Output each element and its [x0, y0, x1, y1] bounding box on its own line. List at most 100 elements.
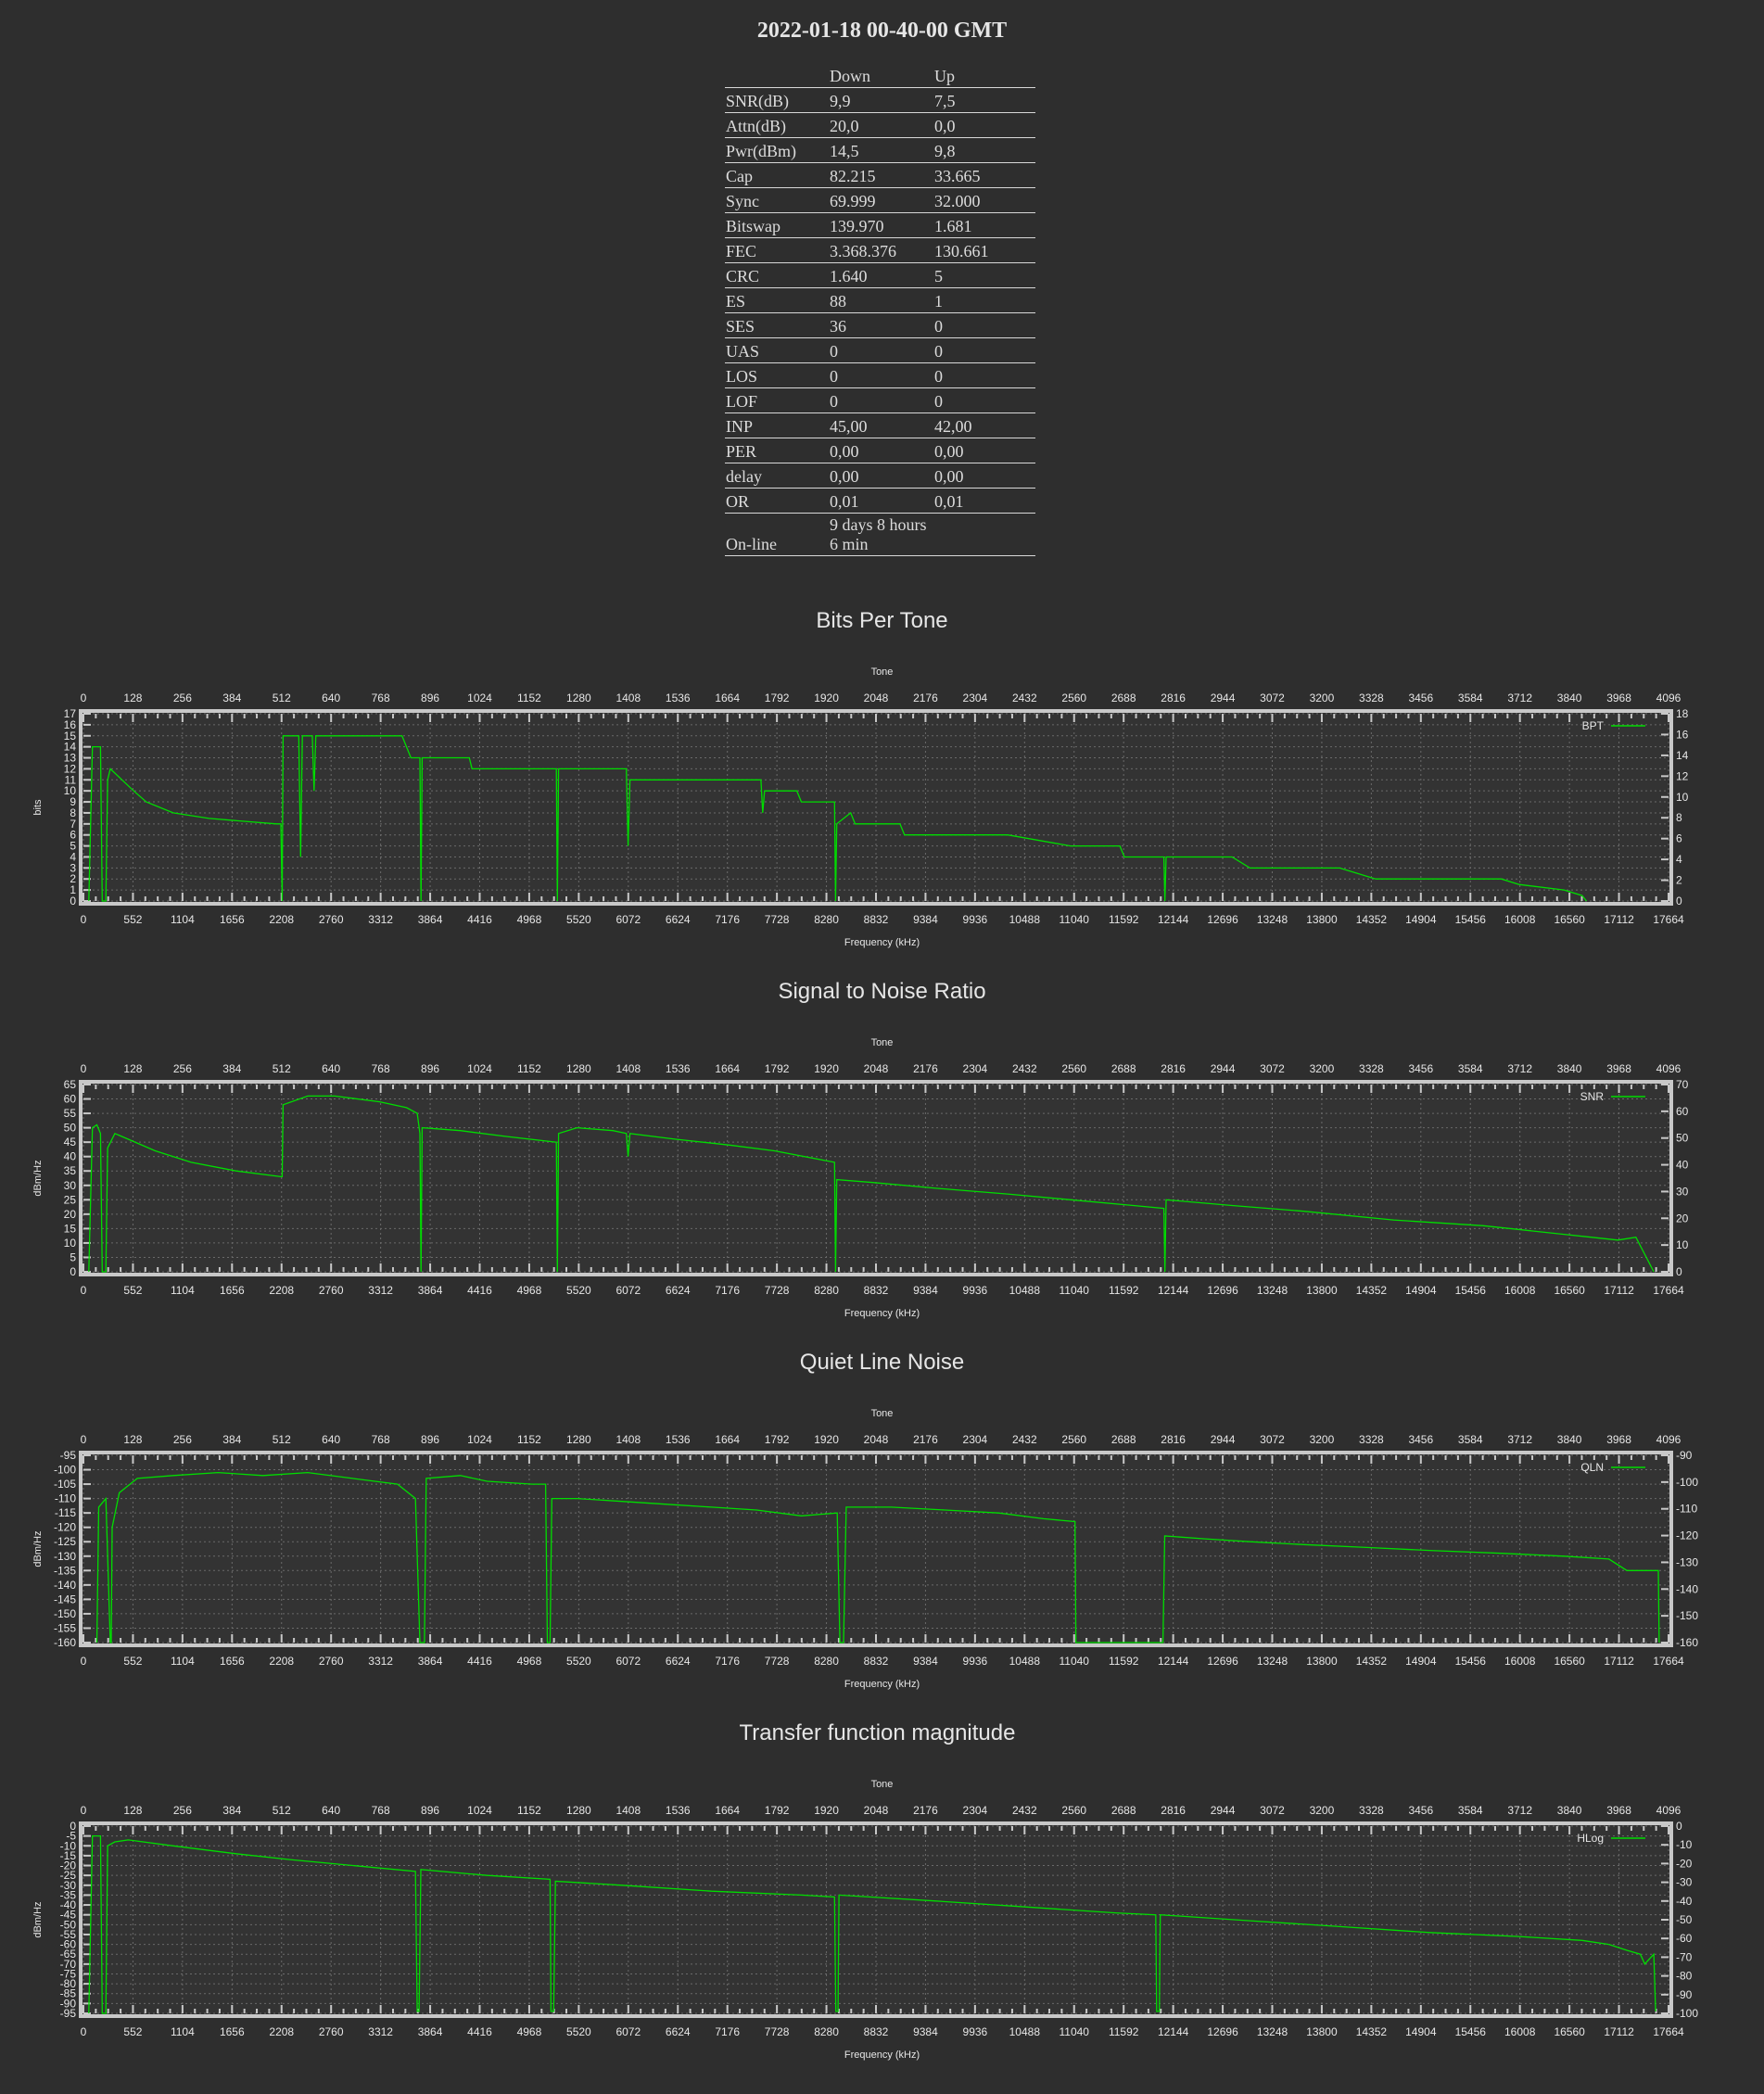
stats-header-down: Down	[829, 63, 933, 88]
x2-tick-label: 1792	[765, 1804, 790, 1817]
x2-tick-label: 3072	[1260, 692, 1285, 704]
y2-tick-label: -70	[1676, 1950, 1693, 1963]
x-tick-label: 17112	[1604, 2025, 1634, 2038]
x-tick-label: 11592	[1109, 1655, 1139, 1668]
x2-tick-label: 2048	[864, 692, 889, 704]
x2-tick-label: 1152	[517, 692, 541, 704]
x-tick-label: 11040	[1060, 913, 1090, 926]
y2-tick-label: -110	[1676, 1503, 1697, 1516]
stats-down-value: 0	[829, 387, 933, 413]
y-tick-label: 35	[64, 1164, 77, 1177]
stats-label: Pwr(dBm)	[725, 137, 829, 163]
x2-tick-label: 3072	[1260, 1062, 1285, 1075]
x2-tick-label: 1792	[765, 1062, 790, 1075]
x-tick-label: 17112	[1604, 1655, 1634, 1668]
y2-tick-label: -120	[1676, 1529, 1698, 1542]
y-tick-label: 10	[64, 784, 77, 797]
legend-label: HLog	[1577, 1832, 1604, 1845]
x-tick-label: 11040	[1060, 1655, 1090, 1668]
y-tick-label: -10	[60, 1839, 77, 1852]
x2-tick-label: 0	[81, 1062, 87, 1075]
y-tick-label: 9	[70, 795, 76, 808]
stats-label: LOF	[725, 387, 829, 413]
x-tick-label: 10488	[1009, 1284, 1041, 1297]
x2-tick-label: 1408	[615, 692, 641, 704]
x-tick-label: 2760	[319, 1655, 344, 1668]
x-tick-label: 16560	[1554, 2025, 1585, 2038]
x2-tick-label: 512	[273, 1804, 291, 1817]
x2-tick-label: 896	[421, 1804, 439, 1817]
y2-tick-label: 6	[1676, 832, 1682, 845]
x2-tick-label: 3200	[1310, 1062, 1335, 1075]
x-tick-label: 17664	[1653, 1655, 1684, 1668]
y-tick-label: 5	[70, 1250, 76, 1263]
y-axis-label: dBm/Hz	[32, 1530, 44, 1567]
y2-tick-label: -160	[1676, 1636, 1698, 1649]
x-tick-label: 1104	[171, 2025, 195, 2038]
y2-tick-label: -50	[1676, 1913, 1693, 1926]
x2-tick-label: 0	[81, 1804, 87, 1817]
x-tick-label: 17664	[1653, 2025, 1684, 2038]
y2-tick-label: -150	[1676, 1609, 1698, 1622]
y-tick-label: 25	[64, 1193, 77, 1206]
x2-tick-label: 1920	[814, 1062, 839, 1075]
x2-tick-label: 768	[372, 692, 390, 704]
series-line-hlog	[88, 1834, 1656, 2014]
stats-label: OR	[725, 488, 829, 514]
stats-label: CRC	[725, 262, 829, 288]
x2-tick-label: 1024	[467, 692, 492, 704]
x-tick-label: 12696	[1207, 1284, 1238, 1297]
y2-tick-label: -40	[1676, 1895, 1693, 1908]
x2-tick-label: 512	[273, 692, 291, 704]
stats-table: Down Up SNR(dB) 9,9 7,5 Attn(dB) 20,0 0,0 Pwr(…	[725, 63, 1035, 556]
x-tick-label: 10488	[1009, 2025, 1041, 2038]
y-tick-label: -70	[60, 1958, 77, 1971]
x-tick-label: 11040	[1060, 2025, 1090, 2038]
x-tick-label: 4968	[517, 913, 542, 926]
x-tick-label: 7728	[765, 1655, 790, 1668]
x-tick-label: 2760	[319, 2025, 344, 2038]
y-tick-label: -75	[60, 1967, 77, 1980]
x2-tick-label: 3328	[1359, 1062, 1384, 1075]
stats-row: PER 0,00 0,00	[725, 438, 1035, 463]
x2-tick-label: 0	[81, 692, 87, 704]
x2-tick-label: 4096	[1656, 1804, 1682, 1817]
stats-label: PER	[725, 438, 829, 463]
x2-axis-label: Tone	[871, 1779, 894, 1790]
x2-tick-label: 3968	[1606, 1804, 1631, 1817]
y2-tick-label: 10	[1676, 1238, 1689, 1251]
x2-tick-label: 3584	[1458, 1062, 1483, 1075]
plot-frame	[79, 1080, 1673, 1276]
y-tick-label: -80	[60, 1977, 77, 1990]
x2-tick-label: 1664	[715, 1433, 740, 1446]
x-tick-label: 4416	[467, 913, 492, 926]
y2-tick-label: 4	[1676, 853, 1682, 866]
stats-row: UAS 0 0	[725, 337, 1035, 363]
stats-row: Attn(dB) 20,0 0,0	[725, 112, 1035, 138]
x-tick-label: 552	[123, 1655, 142, 1668]
x2-tick-label: 3456	[1408, 692, 1433, 704]
x2-tick-label: 0	[81, 1433, 87, 1446]
stats-label: Bitswap	[725, 212, 829, 238]
x-tick-label: 6624	[666, 1655, 691, 1668]
x-tick-label: 1656	[220, 913, 245, 926]
x-tick-label: 3312	[368, 1655, 393, 1668]
y-tick-label: 17	[64, 707, 77, 720]
y-tick-label: 3	[70, 861, 76, 874]
x2-tick-label: 3840	[1557, 1062, 1582, 1075]
x2-tick-label: 2176	[913, 1062, 938, 1075]
x2-tick-label: 1536	[666, 1804, 691, 1817]
stats-row: Bitswap 139.970 1.681	[725, 212, 1035, 238]
x-tick-label: 14352	[1356, 913, 1388, 926]
x2-tick-label: 1408	[615, 1433, 641, 1446]
x2-tick-label: 256	[173, 1433, 192, 1446]
y-tick-label: -5	[66, 1830, 76, 1843]
stats-label: UAS	[725, 337, 829, 363]
y-tick-label: 6	[70, 829, 76, 842]
x2-tick-label: 128	[123, 1062, 142, 1075]
y-tick-label: 11	[65, 773, 77, 786]
y-tick-label: -95	[60, 2007, 77, 2020]
x-tick-label: 14352	[1356, 2025, 1388, 2038]
x-tick-label: 3312	[368, 913, 393, 926]
x2-tick-label: 4096	[1656, 692, 1682, 704]
